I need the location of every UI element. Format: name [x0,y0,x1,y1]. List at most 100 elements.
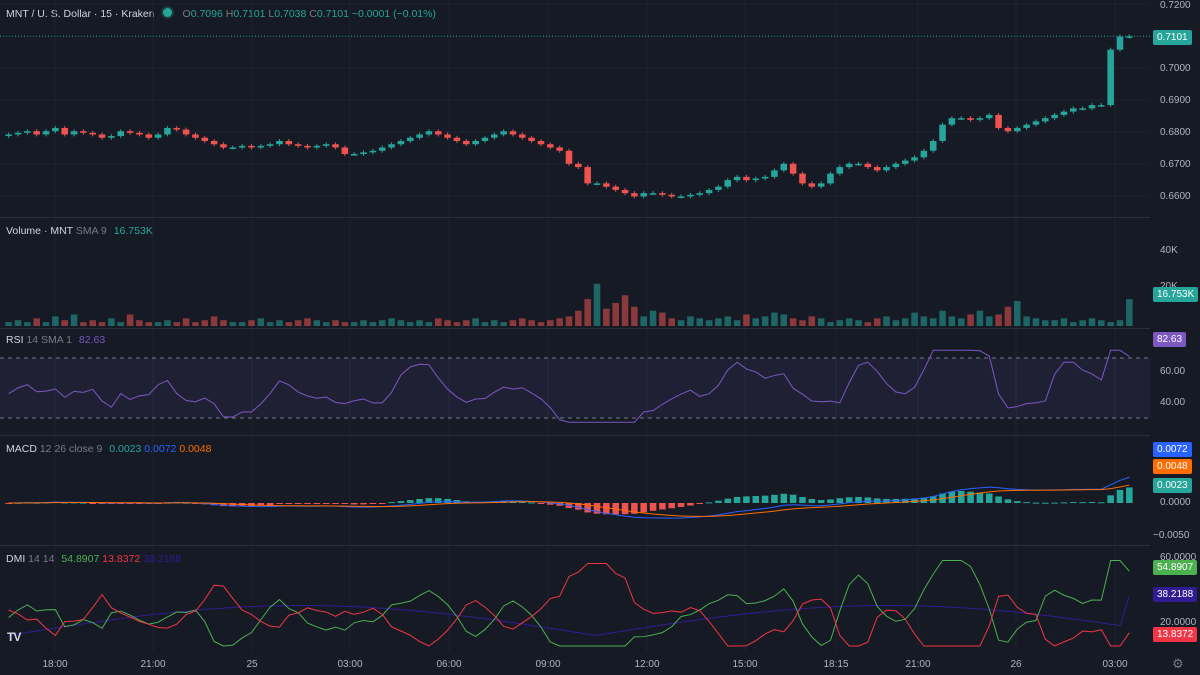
volume-bar [406,322,414,326]
main-legend: MNT / U. S. Dollar · 15 · Kraken O0.7096… [6,6,436,20]
tradingview-logo-icon[interactable]: TV [7,630,21,644]
macd-histogram-bar [640,503,647,513]
volume-bar [164,320,171,326]
volume-bar [313,320,321,326]
open-value: 0.7096 [190,8,223,20]
macd-histogram-bar [1023,502,1030,504]
macd-histogram-bar [967,491,974,503]
volume-bar [687,316,694,326]
volume-tick: 40K [1160,245,1178,256]
macd-histogram-bar [304,503,311,504]
volume-bar [126,314,134,326]
candle-body [1004,127,1012,132]
volume-bar [537,322,545,326]
rsi-tick: 60.00 [1160,366,1186,377]
volume-bar [201,320,209,326]
macd-histogram-bar [5,503,12,504]
volume-bar [1079,320,1086,326]
pane-separator[interactable] [0,217,1150,218]
volume-bar [425,322,433,326]
volume-bar [304,318,311,326]
volume-bar [341,322,349,326]
macd-histogram-bar [705,502,713,504]
macd-signal-tag: 0.0048 [1153,459,1192,474]
gear-icon[interactable]: ⚙ [1172,656,1184,671]
candle-body [98,134,106,138]
volume-bar [108,318,115,326]
dmi-tick: 60.0000 [1160,552,1197,563]
volume-bar [472,318,479,326]
volume-bar [743,314,750,326]
macd-histogram-bar [285,503,293,504]
candle-body [406,137,414,141]
candle-body [976,118,984,120]
volume-bar [855,320,862,326]
macd-histogram-bar [416,498,423,503]
volume-bar [192,322,199,326]
candle-body [920,150,928,158]
macd-histogram-bar [220,503,227,507]
volume-bar [845,318,853,326]
volume-bar [1126,299,1133,326]
candle-body [201,137,209,141]
candle-body [266,144,274,146]
volume-bar [500,322,507,326]
volume-bar [1116,320,1124,326]
volume-bar [705,320,713,326]
macd-histogram-bar [743,496,750,503]
rsi-line [8,349,1130,423]
candle-body [42,131,50,135]
macd-line-value: 0.0072 [144,443,177,455]
volume-bar [173,322,181,326]
macd-histogram-bar [276,503,283,504]
time-tick: 12:00 [634,659,660,670]
volume-bar [70,314,78,326]
volume-bar [752,318,760,326]
candle-body [621,189,629,194]
close-label: C [309,8,317,20]
macd-histogram-bar [752,495,760,503]
candle-body [771,170,778,177]
macd-histogram-bar [294,503,302,504]
candle-body [52,127,59,132]
volume-bar [976,310,984,326]
volume-value: 16.753K [113,225,153,237]
candle-body [80,131,87,133]
volume-bar [360,320,367,326]
volume-bar [808,316,816,326]
macd-histogram-bar [378,503,386,504]
volume-bar [1060,318,1068,326]
candle-body [789,163,797,174]
candle-body [108,136,115,138]
volume-bar [509,320,517,326]
volume-bar [416,320,423,326]
macd-histogram-bar [593,503,601,514]
symbol-title[interactable]: MNT / U. S. Dollar · 15 · Kraken [6,8,155,20]
volume-bar [1023,316,1030,326]
macd-histogram-bar [1126,487,1133,503]
pane-separator[interactable] [0,545,1150,546]
candle-body [24,131,31,133]
macd-histogram-bar [126,503,134,504]
high-value: 0.7101 [233,8,266,20]
candle-body [14,132,22,135]
volume-name: Volume · MNT [6,225,73,237]
macd-histogram-bar [537,503,545,504]
volume-bar [350,322,358,326]
pane-separator[interactable] [0,328,1150,329]
adx-line [8,596,1130,636]
volume-bar [939,310,946,326]
rsi-legend: RSI 14 SMA 1 82.63 [6,334,105,346]
volume-bar [799,320,806,326]
candle-body [481,137,489,141]
high-label: H [225,8,234,20]
candle-body [388,144,395,148]
candle-body [799,173,806,184]
volume-params: SMA 9 [75,225,107,237]
candle-body [126,131,134,133]
dmi-legend: DMI 14 14 54.8907 13.8372 38.2188 [6,553,181,565]
volume-bar [967,314,974,326]
volume-bar [453,322,461,326]
pane-separator[interactable] [0,435,1150,436]
